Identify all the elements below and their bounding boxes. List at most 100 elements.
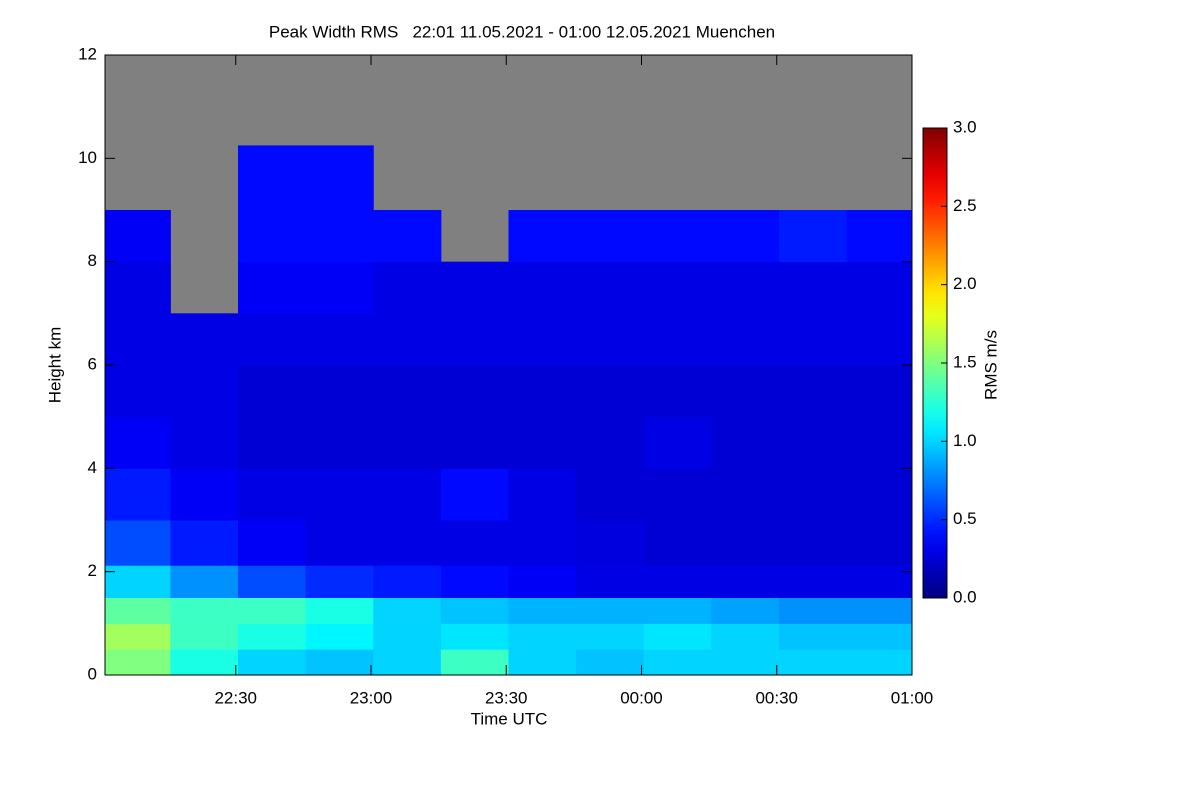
heatmap-cell [711,649,780,675]
heatmap-cell [711,261,780,314]
heatmap-cell [373,520,442,566]
heatmap-cell [105,520,171,566]
heatmap-cell [846,565,912,598]
colorbar-tick-label: 1.5 [953,352,977,371]
heatmap-cell [711,365,780,418]
heatmap-cell [643,416,712,469]
heatmap-cell [846,210,912,263]
heatmap-cell [105,597,171,624]
chart-title: Peak Width RMS 22:01 11.05.2021 - 01:00 … [269,22,775,41]
colorbar-tick-label: 2.0 [953,274,977,293]
heatmap-cell [508,597,577,624]
y-tick-label: 10 [78,148,97,167]
heatmap-cell [779,416,848,469]
heatmap-cell [643,520,712,566]
heatmap-cell [508,623,577,650]
heatmap-cell [373,313,442,366]
heatmap-cell [779,649,848,675]
heatmap-cell [846,416,912,469]
heatmap-cell [779,313,848,366]
heatmap-cell [237,597,307,624]
heatmap-cell [373,365,442,418]
y-tick-label: 8 [88,251,97,270]
heatmap-cell [170,416,239,469]
heatmap-cell [440,623,509,650]
heatmap-cell [576,313,645,366]
y-tick-label: 0 [88,664,97,683]
heatmap-cell [440,313,509,366]
heatmap-cell [237,649,307,675]
heatmap-cell [846,261,912,314]
heatmap-cell [105,365,171,418]
heatmap-cell [576,623,645,650]
heatmap-cell [643,261,712,314]
x-tick-label: 00:00 [620,688,663,707]
heatmap-cell [170,597,239,624]
heatmap-cell [237,565,307,598]
heatmap-cell [508,520,577,566]
heatmap-cell [643,623,712,650]
colorbar-tick-label: 1.0 [953,431,977,450]
heatmap-cell [170,365,239,418]
heatmap-cell [237,623,307,650]
heatmap-cell [105,649,171,675]
x-tick-label: 01:00 [891,688,934,707]
heatmap-cell [237,520,307,566]
heatmap-cell [846,520,912,566]
heatmap-cell [643,365,712,418]
heatmap-cell [170,520,239,566]
heatmap-cell [846,623,912,650]
heatmap-cell [508,210,577,263]
heatmap-cell [373,623,442,650]
heatmap-cell [576,565,645,598]
heatmap-cell [711,468,780,521]
heatmap-cell [576,365,645,418]
heatmap-cell [779,520,848,566]
heatmap-cell [779,565,848,598]
heatmap-cell [576,649,645,675]
heatmap-cell [643,565,712,598]
heatmap-cell [237,210,307,263]
heatmap-cell [440,520,509,566]
heatmap-cell [170,649,239,675]
heatmap-cell [440,365,509,418]
x-axis-label: Time UTC [471,709,548,728]
colorbar-tick-label: 0.0 [953,587,977,606]
heatmap-cell [305,565,374,598]
heatmap-cell [373,468,442,521]
x-tick-label: 00:30 [755,688,798,707]
heatmap-cell [779,210,848,263]
heatmap-cell [846,468,912,521]
heatmap-cell [711,597,780,624]
heatmap-cell [170,313,239,366]
heatmap-cell [711,313,780,366]
heatmap-cell [305,416,374,469]
heatmap-cell [305,597,374,624]
heatmap-cell [305,649,374,675]
heatmap-cell [305,261,374,314]
heatmap-cell [508,261,577,314]
heatmap-cell [305,623,374,650]
y-tick-label: 12 [78,44,97,63]
heatmap-cell [305,365,374,418]
colorbar-tick-label: 3.0 [953,117,977,136]
colorbar-tick-label: 2.5 [953,196,977,215]
heatmap-cell [779,623,848,650]
heatmap-cell [643,313,712,366]
heatmap-cell [711,520,780,566]
heatmap-cell [846,597,912,624]
heatmap-cell [237,365,307,418]
heatmap-cell [779,261,848,314]
heatmap-cell [508,365,577,418]
heatmap-cell [576,520,645,566]
heatmap-cell [846,649,912,675]
heatmap-cell [170,468,239,521]
heatmap-cell [105,416,171,469]
heatmap-cell [305,313,374,366]
heatmap-cell [508,649,577,675]
heatmap-cell [373,416,442,469]
heatmap-cell [237,416,307,469]
heatmap-cell [170,565,239,598]
heatmap-cell [105,261,171,314]
heatmap-cell [779,365,848,418]
